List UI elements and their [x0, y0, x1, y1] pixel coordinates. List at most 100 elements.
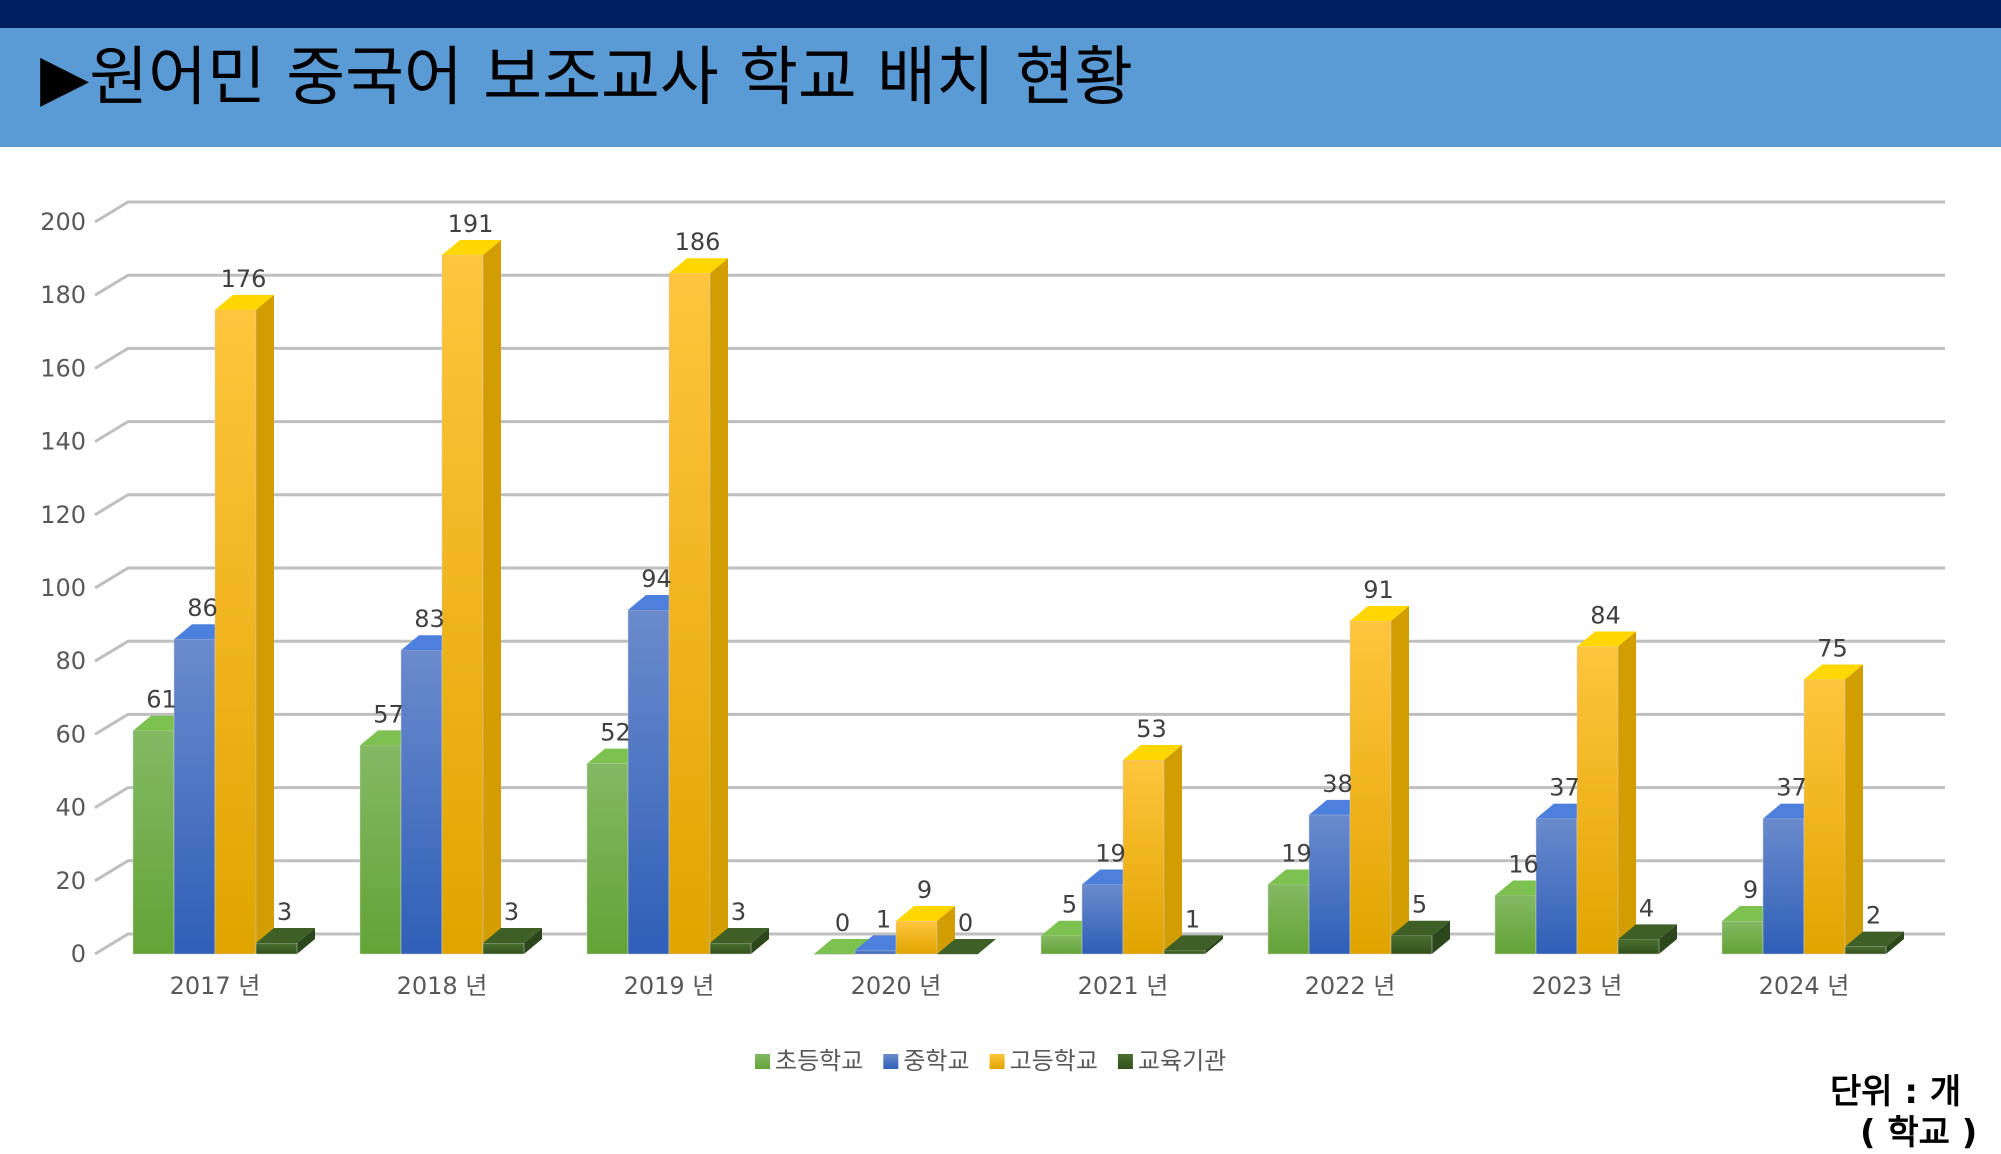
bar-3 [709, 928, 769, 955]
data-label: 9 [917, 876, 932, 904]
bar-front [132, 730, 175, 955]
data-label: 38 [1322, 770, 1353, 798]
x-tick-label: 2023 년 [1532, 972, 1623, 1000]
data-label: 5 [1062, 891, 1077, 919]
data-label: 91 [1363, 576, 1394, 604]
top-bar [0, 0, 2001, 28]
bar-top [442, 239, 501, 255]
data-label: 83 [414, 605, 445, 633]
bar-3 [255, 928, 315, 955]
bar-3 [1163, 935, 1223, 955]
bar-front [586, 763, 629, 955]
bar-3 [1844, 931, 1904, 955]
bar-3 [1390, 920, 1450, 955]
y-tick-label: 60 [55, 720, 86, 748]
data-label: 4 [1639, 894, 1654, 922]
gridline [94, 346, 1945, 370]
bar-front [936, 953, 979, 955]
data-label: 37 [1776, 774, 1807, 802]
bar-side [483, 239, 501, 954]
bar-front [1308, 814, 1351, 955]
data-label: 61 [146, 686, 177, 714]
bar-2 [1122, 745, 1182, 955]
bar-side [256, 294, 274, 955]
gridline [94, 566, 1945, 590]
bar-side [710, 258, 728, 954]
bar-front [1390, 935, 1433, 955]
bar-top [669, 258, 728, 274]
bar-top [1804, 664, 1863, 680]
unit-label: 단위 : 개 [1830, 1072, 1962, 1112]
data-label: 186 [675, 228, 721, 256]
page-title: ▶원어민 중국어 보조교사 학교 배치 현황 [40, 41, 1134, 115]
y-tick-label: 20 [55, 867, 86, 895]
bar-front [1762, 818, 1805, 955]
legend-swatch [883, 1054, 899, 1069]
legend-swatch [1117, 1054, 1133, 1069]
bar-top [256, 928, 315, 944]
legend-swatch [989, 1054, 1005, 1069]
bar-front [709, 942, 752, 955]
bar-3 [1617, 924, 1677, 955]
bar-side [1886, 931, 1904, 954]
bar-top [896, 906, 955, 922]
bar-3 [936, 939, 996, 955]
bar-top [1577, 631, 1636, 647]
data-label: 16 [1508, 850, 1539, 878]
data-label: 53 [1136, 715, 1167, 743]
x-tick-label: 2024 년 [1759, 972, 1850, 1000]
bar-front [1617, 939, 1660, 955]
y-tick-label: 180 [40, 281, 86, 309]
bar-front [668, 272, 711, 955]
data-label: 3 [277, 898, 292, 926]
x-tick-label: 2022 년 [1305, 972, 1396, 1000]
bar-top [1618, 924, 1677, 940]
data-label: 9 [1743, 876, 1758, 904]
y-tick-label: 80 [55, 647, 86, 675]
bar-chart: 020406080100120140160180200618617632017 … [40, 200, 1945, 1075]
bar-front [359, 745, 402, 955]
y-tick-label: 0 [71, 940, 86, 968]
data-label: 19 [1095, 839, 1126, 867]
bar-2 [1349, 605, 1409, 955]
bar-top [1164, 935, 1223, 951]
x-tick-label: 2021 년 [1078, 972, 1169, 1000]
bar-front [482, 942, 525, 955]
data-label: 3 [504, 898, 519, 926]
bar-front [1803, 679, 1846, 955]
data-label: 1 [1185, 905, 1200, 933]
bar-top [937, 939, 996, 954]
bar-2 [1803, 664, 1863, 955]
data-label: 5 [1412, 891, 1427, 919]
legend-label: 초등학교 [775, 1047, 863, 1075]
bar-2 [1576, 631, 1636, 955]
data-label: 0 [835, 909, 850, 937]
bar-side [1618, 631, 1636, 954]
x-tick-label: 2017 년 [170, 972, 261, 1000]
data-label: 57 [373, 700, 404, 728]
y-tick-label: 160 [40, 354, 86, 382]
y-tick-label: 140 [40, 428, 86, 456]
bar-side [524, 928, 542, 954]
bar-top [1391, 920, 1450, 936]
bar-top [710, 928, 769, 944]
bar-front [854, 950, 897, 955]
bar-side [937, 906, 955, 954]
bar-2 [441, 239, 501, 955]
bar-front [627, 609, 670, 955]
bar-front [895, 920, 938, 955]
bar-front [813, 953, 856, 955]
x-tick-label: 2019 년 [624, 972, 715, 1000]
data-label: 75 [1817, 635, 1848, 663]
bar-front [400, 649, 443, 955]
bar-side [751, 928, 769, 954]
data-label: 52 [600, 719, 631, 747]
bar-front [1081, 884, 1124, 955]
bar-front [1844, 946, 1887, 955]
bar-front [1535, 818, 1578, 955]
gridline [94, 712, 1945, 736]
bar-front [1721, 920, 1764, 955]
bar-2 [214, 294, 274, 955]
x-tick-label: 2018 년 [397, 972, 488, 1000]
bar-3 [482, 928, 542, 955]
